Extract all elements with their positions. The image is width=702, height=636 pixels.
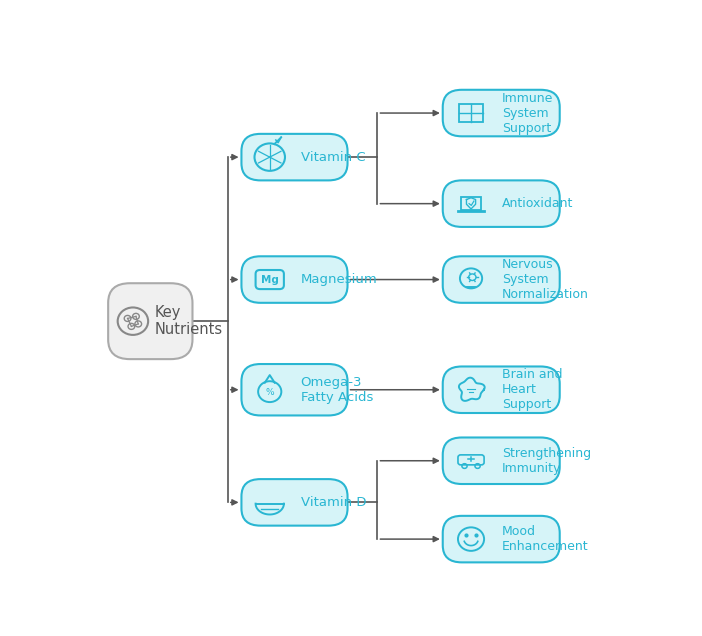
FancyBboxPatch shape: [241, 479, 347, 525]
Text: Brain and
Heart
Support: Brain and Heart Support: [502, 368, 562, 411]
Text: Vitamin D: Vitamin D: [300, 496, 366, 509]
FancyBboxPatch shape: [241, 134, 347, 181]
Text: Vitamin C: Vitamin C: [300, 151, 365, 163]
Text: Mg: Mg: [261, 275, 279, 284]
FancyBboxPatch shape: [443, 366, 559, 413]
Text: %: %: [265, 388, 274, 397]
FancyBboxPatch shape: [241, 256, 347, 303]
FancyBboxPatch shape: [443, 438, 559, 484]
FancyBboxPatch shape: [241, 364, 347, 415]
Text: Antioxidant: Antioxidant: [502, 197, 574, 210]
FancyBboxPatch shape: [443, 90, 559, 136]
Text: Magnesium: Magnesium: [300, 273, 378, 286]
FancyBboxPatch shape: [443, 256, 559, 303]
FancyBboxPatch shape: [108, 283, 192, 359]
Text: Omega-3
Fatty Acids: Omega-3 Fatty Acids: [300, 376, 373, 404]
Text: Mood
Enhancement: Mood Enhancement: [502, 525, 589, 553]
Text: Key
Nutrients: Key Nutrients: [154, 305, 223, 337]
FancyBboxPatch shape: [443, 516, 559, 562]
FancyBboxPatch shape: [443, 181, 559, 227]
Text: Immune
System
Support: Immune System Support: [502, 92, 553, 135]
Text: Nervous
System
Normalization: Nervous System Normalization: [502, 258, 589, 301]
Text: Strengthening
Immunity: Strengthening Immunity: [502, 446, 591, 474]
